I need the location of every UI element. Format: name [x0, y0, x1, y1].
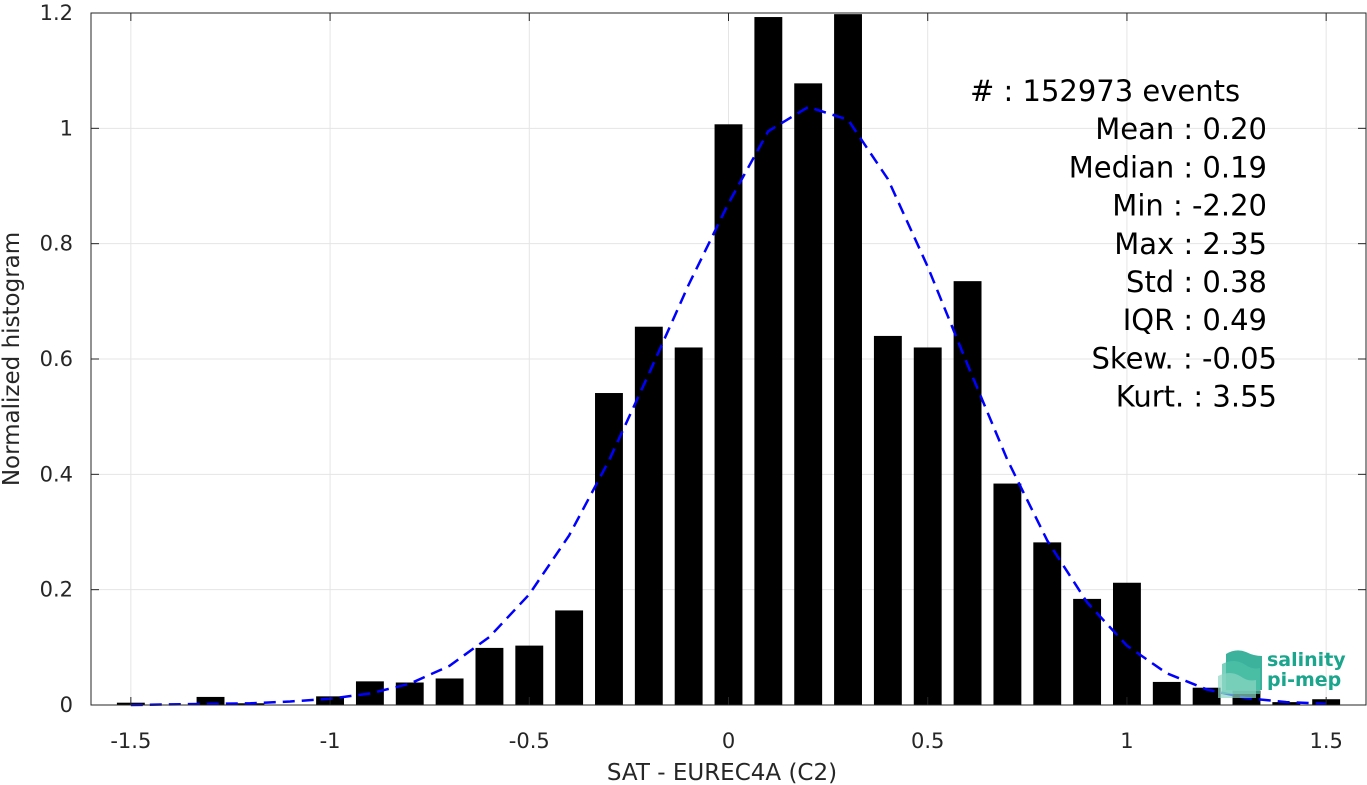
y-tick-label: 0 — [60, 693, 73, 717]
histogram-bar — [395, 682, 424, 705]
stats-line: IQR : 0.49 — [1123, 303, 1267, 337]
histogram-bar — [834, 14, 862, 706]
x-axis-label: SAT - EUREC4A (C2) — [607, 760, 837, 785]
histogram-bar — [475, 647, 504, 705]
stats-line: Median : 0.19 — [1069, 150, 1267, 184]
histogram-bar — [595, 393, 623, 705]
logo-wave-icon-front — [1218, 673, 1256, 698]
histogram-bar — [196, 696, 225, 705]
stats-line: Mean : 0.20 — [1095, 112, 1267, 146]
logo-text-pi-mep: pi-mep — [1267, 669, 1341, 691]
stats-line: # : 152973 events — [970, 74, 1240, 108]
y-tick-label: 0.6 — [40, 347, 73, 371]
x-tick-label: -1 — [320, 729, 341, 753]
stats-box: # : 152973 events Mean : 0.20 Median : 0.1… — [970, 74, 1277, 414]
stats-line: Std : 0.38 — [1126, 265, 1267, 299]
histogram-bar — [1272, 702, 1301, 705]
histogram-bar — [555, 610, 584, 705]
y-tick-label: 0.4 — [40, 462, 73, 486]
y-tick-label: 1 — [60, 116, 73, 140]
histogram-bar — [435, 678, 464, 705]
histogram-bar — [515, 645, 544, 705]
salinity-pi-mep-logo: salinity pi-mep — [1218, 649, 1346, 698]
histogram-bar — [873, 335, 902, 705]
axis-ticks — [91, 12, 1366, 706]
stats-line: Kurt. : 3.55 — [1116, 380, 1277, 414]
logo-text-salinity: salinity — [1267, 649, 1346, 671]
x-tick-label: 0.5 — [911, 729, 944, 753]
histogram-bar — [953, 281, 982, 705]
y-tick-labels: 0 0.2 0.4 0.6 0.8 1 1.2 — [40, 1, 73, 717]
histogram-bar — [794, 83, 823, 705]
x-tick-labels: -1.5 -1 -0.5 0 0.5 1 1.5 — [110, 729, 1343, 753]
histogram-bar — [1073, 598, 1102, 705]
histogram-bar — [993, 483, 1022, 705]
histogram-bar — [913, 347, 942, 705]
histogram-bar — [634, 326, 663, 705]
y-tick-label: 0.8 — [40, 232, 73, 256]
stats-line: Min : -2.20 — [1112, 189, 1267, 223]
x-tick-label: -1.5 — [110, 729, 151, 753]
y-tick-label: 0.2 — [40, 578, 73, 602]
stats-line: Skew. : -0.05 — [1091, 341, 1277, 375]
histogram-bar — [754, 17, 783, 705]
y-axis-label: Normalized histogram — [0, 232, 25, 486]
x-tick-label: 1.5 — [1309, 729, 1342, 753]
x-tick-label: -0.5 — [509, 729, 550, 753]
histogram-bar — [1033, 542, 1062, 705]
histogram-bar — [1152, 681, 1181, 705]
x-tick-label: 1 — [1120, 729, 1133, 753]
x-tick-label: 0 — [722, 729, 735, 753]
stats-line: Max : 2.35 — [1114, 227, 1267, 261]
histogram-bar — [674, 347, 703, 705]
y-tick-label: 1.2 — [40, 1, 73, 25]
histogram-bar — [714, 124, 743, 705]
